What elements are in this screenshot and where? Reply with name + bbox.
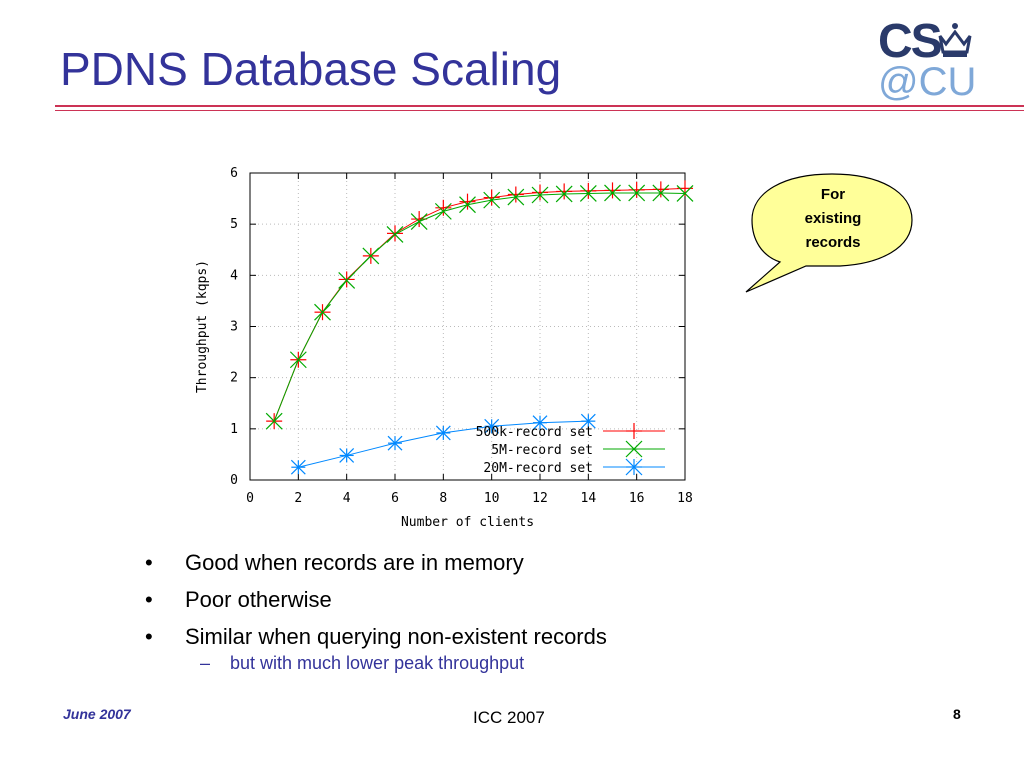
data-point: [531, 186, 549, 204]
slide-title: PDNS Database Scaling: [60, 43, 562, 95]
data-point: [676, 185, 694, 202]
callout-line-2: existing: [805, 210, 862, 227]
y-tick-label: 4: [230, 268, 238, 283]
data-point: [265, 412, 283, 430]
data-point: [626, 423, 642, 439]
y-tick-label: 1: [230, 422, 238, 437]
data-point: [507, 186, 524, 203]
sub-bullet-text: but with much lower peak throughput: [230, 653, 525, 673]
data-point: [628, 181, 645, 198]
data-point: [387, 435, 403, 451]
data-point: [338, 272, 356, 289]
data-point: [386, 225, 404, 243]
bullet-text: Poor otherwise: [185, 587, 332, 612]
x-axis-label: Number of clients: [401, 515, 534, 530]
x-tick-label: 0: [246, 491, 254, 506]
callout-line-3: records: [805, 234, 860, 251]
y-tick-label: 0: [230, 473, 238, 488]
data-point: [289, 351, 307, 369]
chart-series: [265, 180, 694, 475]
page-number: 8: [953, 706, 961, 722]
data-point: [290, 459, 306, 475]
data-point: [484, 418, 500, 434]
data-point: [556, 183, 573, 200]
data-point: [532, 415, 548, 431]
x-tick-label: 8: [439, 491, 447, 506]
data-point: [410, 213, 428, 231]
title-rule-thin: [55, 110, 1024, 111]
x-tick-label: 12: [532, 491, 548, 506]
sub-bullet-dash: –: [200, 653, 211, 673]
bullet-list: • Good when records are in memory • Poor o…: [145, 550, 607, 661]
x-tick-label: 4: [343, 491, 351, 506]
y-tick-label: 2: [230, 371, 238, 386]
callout-bubble: For existing records: [745, 173, 913, 293]
data-point: [580, 182, 597, 199]
data-point: [507, 188, 525, 206]
data-point: [483, 189, 500, 206]
bullet-text: Good when records are in memory: [185, 550, 524, 575]
footer-conference: ICC 2007: [473, 708, 545, 727]
y-tick-label: 5: [230, 217, 238, 232]
series-line: [273, 192, 686, 422]
data-point: [652, 181, 669, 198]
logo: CS @CU: [876, 14, 976, 104]
series-line: [273, 187, 686, 422]
y-tick-label: 6: [230, 166, 238, 181]
data-point: [362, 247, 380, 265]
callout-line-1: For: [821, 186, 845, 203]
bullet-item: • Similar when querying non-existent reco…: [145, 624, 607, 650]
x-tick-label: 16: [629, 491, 645, 506]
data-point: [314, 303, 331, 321]
logo-text-top: CS: [878, 15, 943, 68]
y-axis-label: Throughput (kqps): [195, 260, 210, 393]
data-point: [579, 185, 597, 202]
bullet-text: Similar when querying non-existent recor…: [185, 624, 607, 649]
x-tick-label: 14: [581, 491, 597, 506]
data-point: [532, 184, 548, 201]
legend-label: 5M-record set: [491, 443, 593, 458]
crown-icon: [938, 23, 972, 57]
y-tick-label: 3: [230, 320, 238, 335]
data-point: [459, 196, 476, 214]
bullet-item: • Poor otherwise: [145, 587, 607, 613]
logo-text-bottom: @CU: [878, 60, 977, 104]
bullet-dot: •: [145, 624, 153, 649]
data-point: [459, 193, 476, 210]
data-point: [625, 458, 643, 476]
data-point: [339, 448, 355, 463]
bullet-dot: •: [145, 587, 153, 612]
bullet-dot: •: [145, 550, 153, 575]
data-point: [338, 271, 355, 288]
x-tick-label: 2: [294, 491, 302, 506]
data-point: [555, 185, 573, 203]
data-point: [387, 225, 403, 242]
title-rule-thick: [55, 105, 1024, 107]
x-tick-label: 6: [391, 491, 399, 506]
chart-legend: 500k-record set 5M-record set 20M-record s…: [476, 423, 665, 476]
data-point: [483, 191, 501, 209]
data-point: [604, 182, 621, 199]
x-tick-label: 10: [484, 491, 500, 506]
data-point: [434, 202, 452, 220]
legend-label: 20M-record set: [483, 461, 593, 476]
bullet-item: • Good when records are in memory: [145, 550, 607, 576]
data-point: [625, 440, 643, 458]
footer-date: June 2007: [63, 706, 131, 722]
data-point: [604, 184, 621, 202]
callout-shape: [745, 173, 913, 293]
data-point: [435, 199, 452, 216]
data-point: [628, 184, 646, 202]
data-point: [652, 184, 670, 202]
legend-label: 500k-record set: [476, 425, 593, 440]
data-point: [435, 425, 451, 441]
x-tick-label: 18: [677, 491, 693, 506]
sub-bullet: – but with much lower peak throughput: [200, 653, 524, 674]
data-point: [580, 413, 596, 429]
